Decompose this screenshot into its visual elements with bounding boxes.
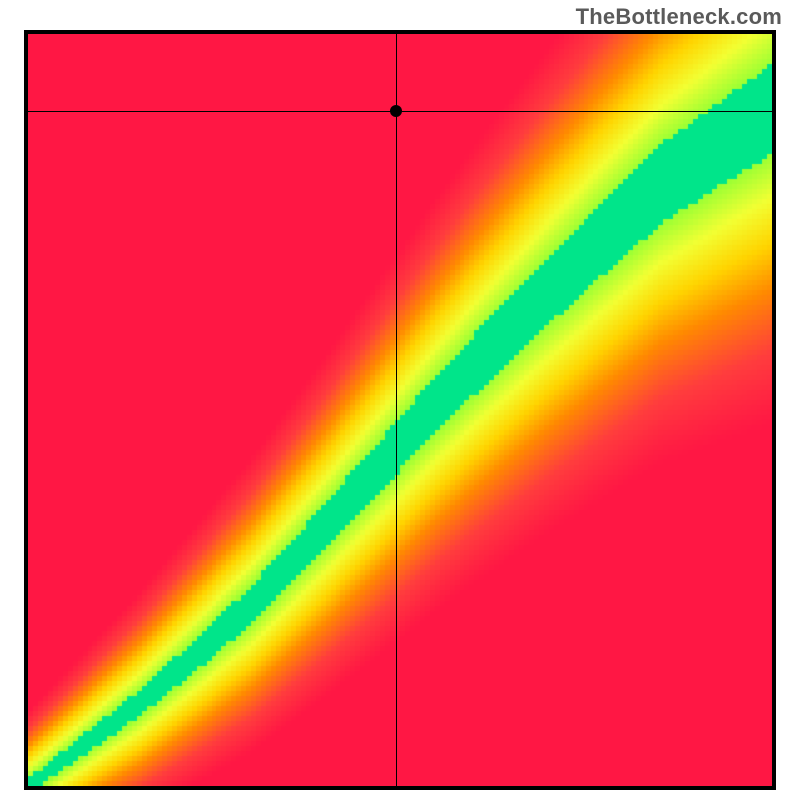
heatmap-canvas: [28, 34, 772, 786]
watermark-text: TheBottleneck.com: [576, 4, 782, 30]
bottleneck-heatmap: [24, 30, 776, 790]
